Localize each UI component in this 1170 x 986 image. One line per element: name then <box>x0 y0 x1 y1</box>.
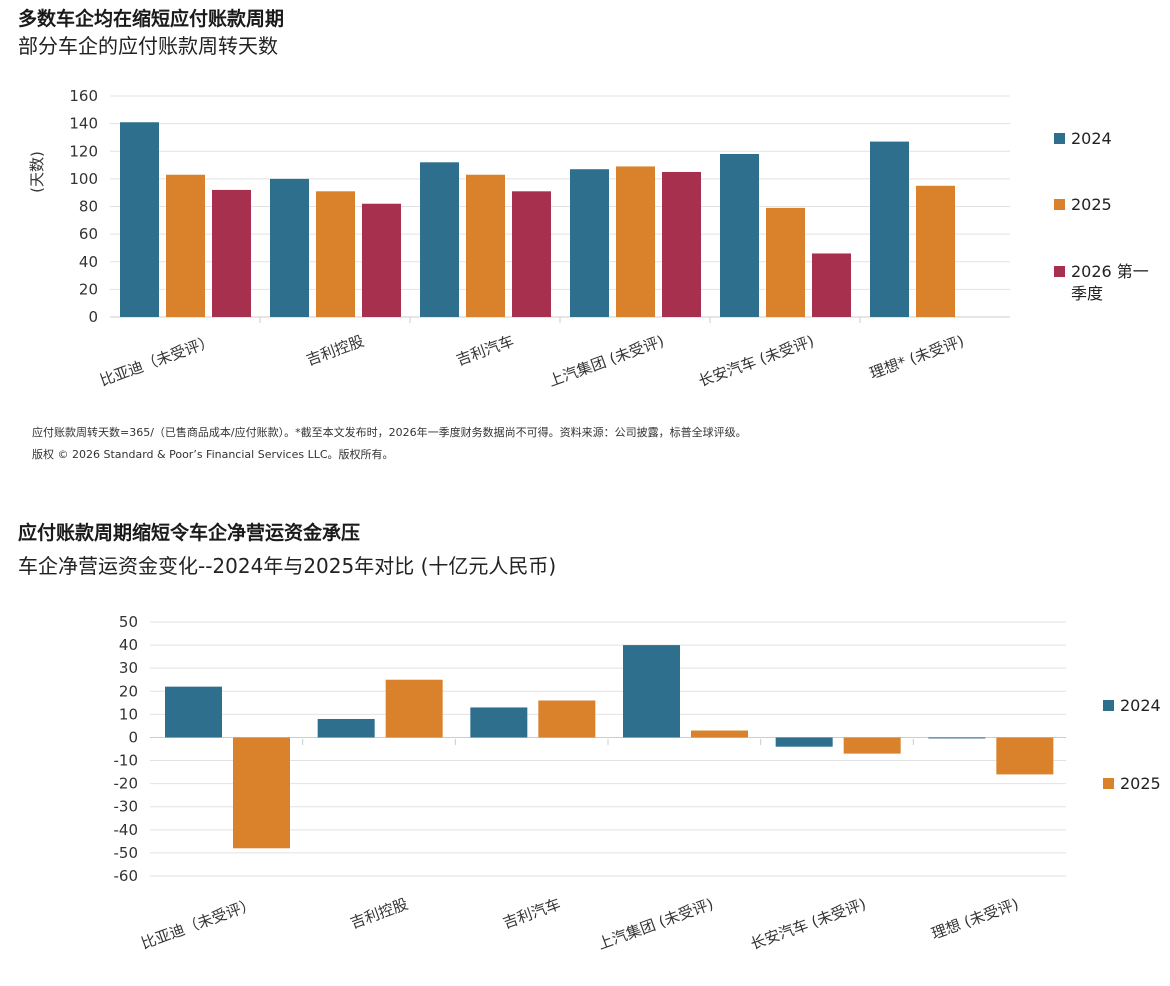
legend-swatch-2026 第一季度 <box>1054 266 1065 277</box>
bar-2024-5 <box>928 737 986 739</box>
bar-2026 第一季度-4 <box>812 253 851 317</box>
y-tick-label: -60 <box>114 867 139 885</box>
legend-swatch-2024 <box>1054 133 1065 144</box>
y-tick-label: 120 <box>69 142 98 160</box>
y-tick-label: 140 <box>69 115 98 133</box>
bar-2026 第一季度-1 <box>362 203 401 317</box>
category-label: 上汽集团 (未受评) <box>595 895 715 953</box>
bar-2026 第一季度-0 <box>212 189 251 317</box>
bar-2025-3 <box>691 730 748 738</box>
y-tick-label: -50 <box>114 844 139 862</box>
bar-2024-2 <box>420 162 459 317</box>
legend-label-line: 2026 第一 <box>1071 262 1149 281</box>
y-tick-label: 40 <box>79 253 98 271</box>
chart1-footnote: 应付账款周转天数=365/（已售商品成本/应付账款）。*截至本文发布时，2026… <box>32 426 747 439</box>
legend-label: 2024 <box>1071 129 1112 148</box>
chart2-title: 应付账款周期缩短令车企净营运资金承压 <box>18 522 361 544</box>
y-tick-label: 0 <box>88 308 98 326</box>
bar-2024-1 <box>270 178 309 317</box>
y-tick-label: 20 <box>79 280 98 298</box>
bar-2025-0 <box>233 737 290 849</box>
chart2-subtitle: 车企净营运资金变化--2024年与2025年对比 (十亿元人民币) <box>18 554 557 578</box>
y-tick-label: 50 <box>119 613 138 631</box>
bar-2025-3 <box>616 166 655 317</box>
bar-2025-2 <box>466 174 505 317</box>
bar-2025-4 <box>843 737 901 754</box>
bar-2024-5 <box>870 141 909 317</box>
y-tick-label: 100 <box>69 170 98 188</box>
y-tick-label: 20 <box>119 682 138 700</box>
bar-2025-5 <box>916 185 955 317</box>
legend-label: 2026 第一季度 <box>1071 262 1149 303</box>
y-tick-label: 60 <box>79 225 98 243</box>
bar-2025-4 <box>766 207 805 317</box>
bar-2025-1 <box>385 679 443 738</box>
y-tick-label: 30 <box>119 659 138 677</box>
y-tick-label: 10 <box>119 705 138 723</box>
bar-2024-4 <box>775 737 833 747</box>
category-label: 吉利控股 <box>348 895 411 932</box>
legend-label: 2025 <box>1071 195 1112 214</box>
y-tick-label: 40 <box>119 636 138 654</box>
chart1-subtitle: 部分车企的应付账款周转天数 <box>18 34 278 58</box>
bar-2025-2 <box>538 700 596 738</box>
legend-swatch-2025 <box>1054 199 1065 210</box>
y-tick-label: 80 <box>79 198 98 216</box>
legend-label: 2025 <box>1120 774 1161 793</box>
bar-2024-0 <box>120 122 159 318</box>
y-tick-label: -10 <box>114 752 139 770</box>
legend-swatch-2024 <box>1103 700 1114 711</box>
bar-2025-0 <box>166 174 205 317</box>
legend-label: 2024 <box>1120 696 1161 715</box>
y-tick-label: -30 <box>114 798 139 816</box>
bar-2025-1 <box>316 191 355 317</box>
y-tick-label: -20 <box>114 775 139 793</box>
category-label: 比亚迪（未受评） <box>139 895 258 953</box>
category-label: 吉利汽车 <box>500 895 563 932</box>
bar-2024-2 <box>470 707 528 738</box>
y-tick-label: -40 <box>114 821 139 839</box>
bar-2024-1 <box>317 718 375 738</box>
bar-2024-3 <box>623 645 680 738</box>
bar-2026 第一季度-2 <box>512 191 551 317</box>
y-tick-label: 0 <box>128 728 138 746</box>
y-axis-label: (天数) <box>28 151 46 193</box>
bar-2025-5 <box>996 737 1054 775</box>
bar-2024-3 <box>570 169 609 317</box>
bar-2026 第一季度-3 <box>662 171 701 317</box>
y-tick-label: 160 <box>69 87 98 105</box>
category-label: 理想 (未受评) <box>929 895 1021 943</box>
legend-swatch-2025 <box>1103 778 1114 789</box>
category-label: 长安汽车 (未受评) <box>748 895 868 953</box>
bar-2024-0 <box>165 686 222 738</box>
bar-2024-4 <box>720 154 759 317</box>
legend-label-line: 季度 <box>1071 284 1103 303</box>
chart1-title: 多数车企均在缩短应付账款周期 <box>18 8 285 30</box>
chart1-copyright: 版权 © 2026 Standard & Poor’s Financial Se… <box>32 448 394 461</box>
